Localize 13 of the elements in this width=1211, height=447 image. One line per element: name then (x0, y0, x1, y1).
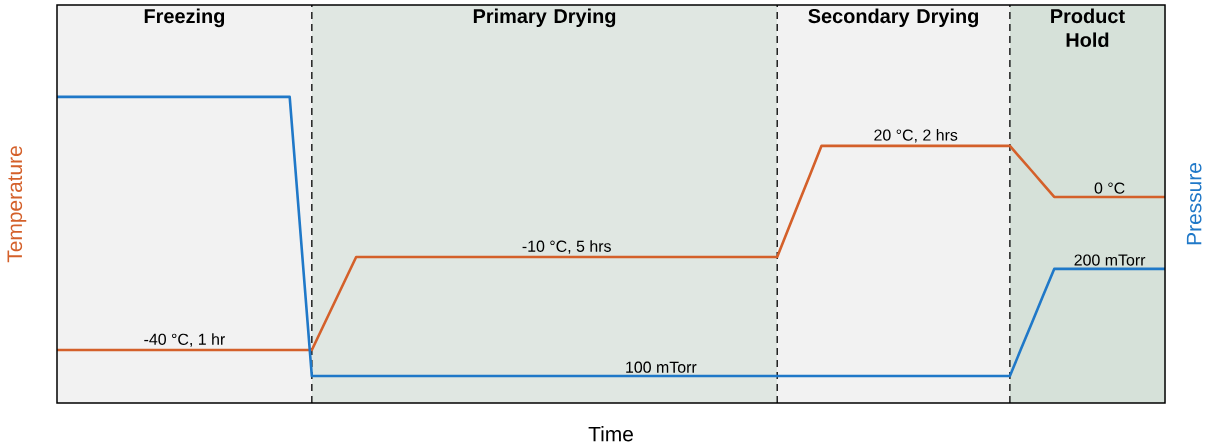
annotation: 20 °C, 2 hrs (874, 129, 958, 143)
annotation: 200 mTorr (1074, 254, 1146, 266)
text: Secondary Drying (808, 8, 979, 28)
annotation: 100 mTorr (626, 361, 697, 373)
annotation: -40 °C, 1 hr (144, 333, 225, 347)
y2-axis-title: Pressure (1186, 163, 1202, 245)
text: Primary Drying (473, 8, 616, 28)
annotation: -10 °C, 5 hrs (522, 240, 611, 254)
text: Freezing (144, 8, 225, 28)
text: Product Hold (1051, 8, 1125, 48)
x-axis-title: Time (588, 426, 633, 442)
y-axis-title: Temperature (7, 146, 27, 263)
annotation: 0 °C (1094, 182, 1125, 194)
